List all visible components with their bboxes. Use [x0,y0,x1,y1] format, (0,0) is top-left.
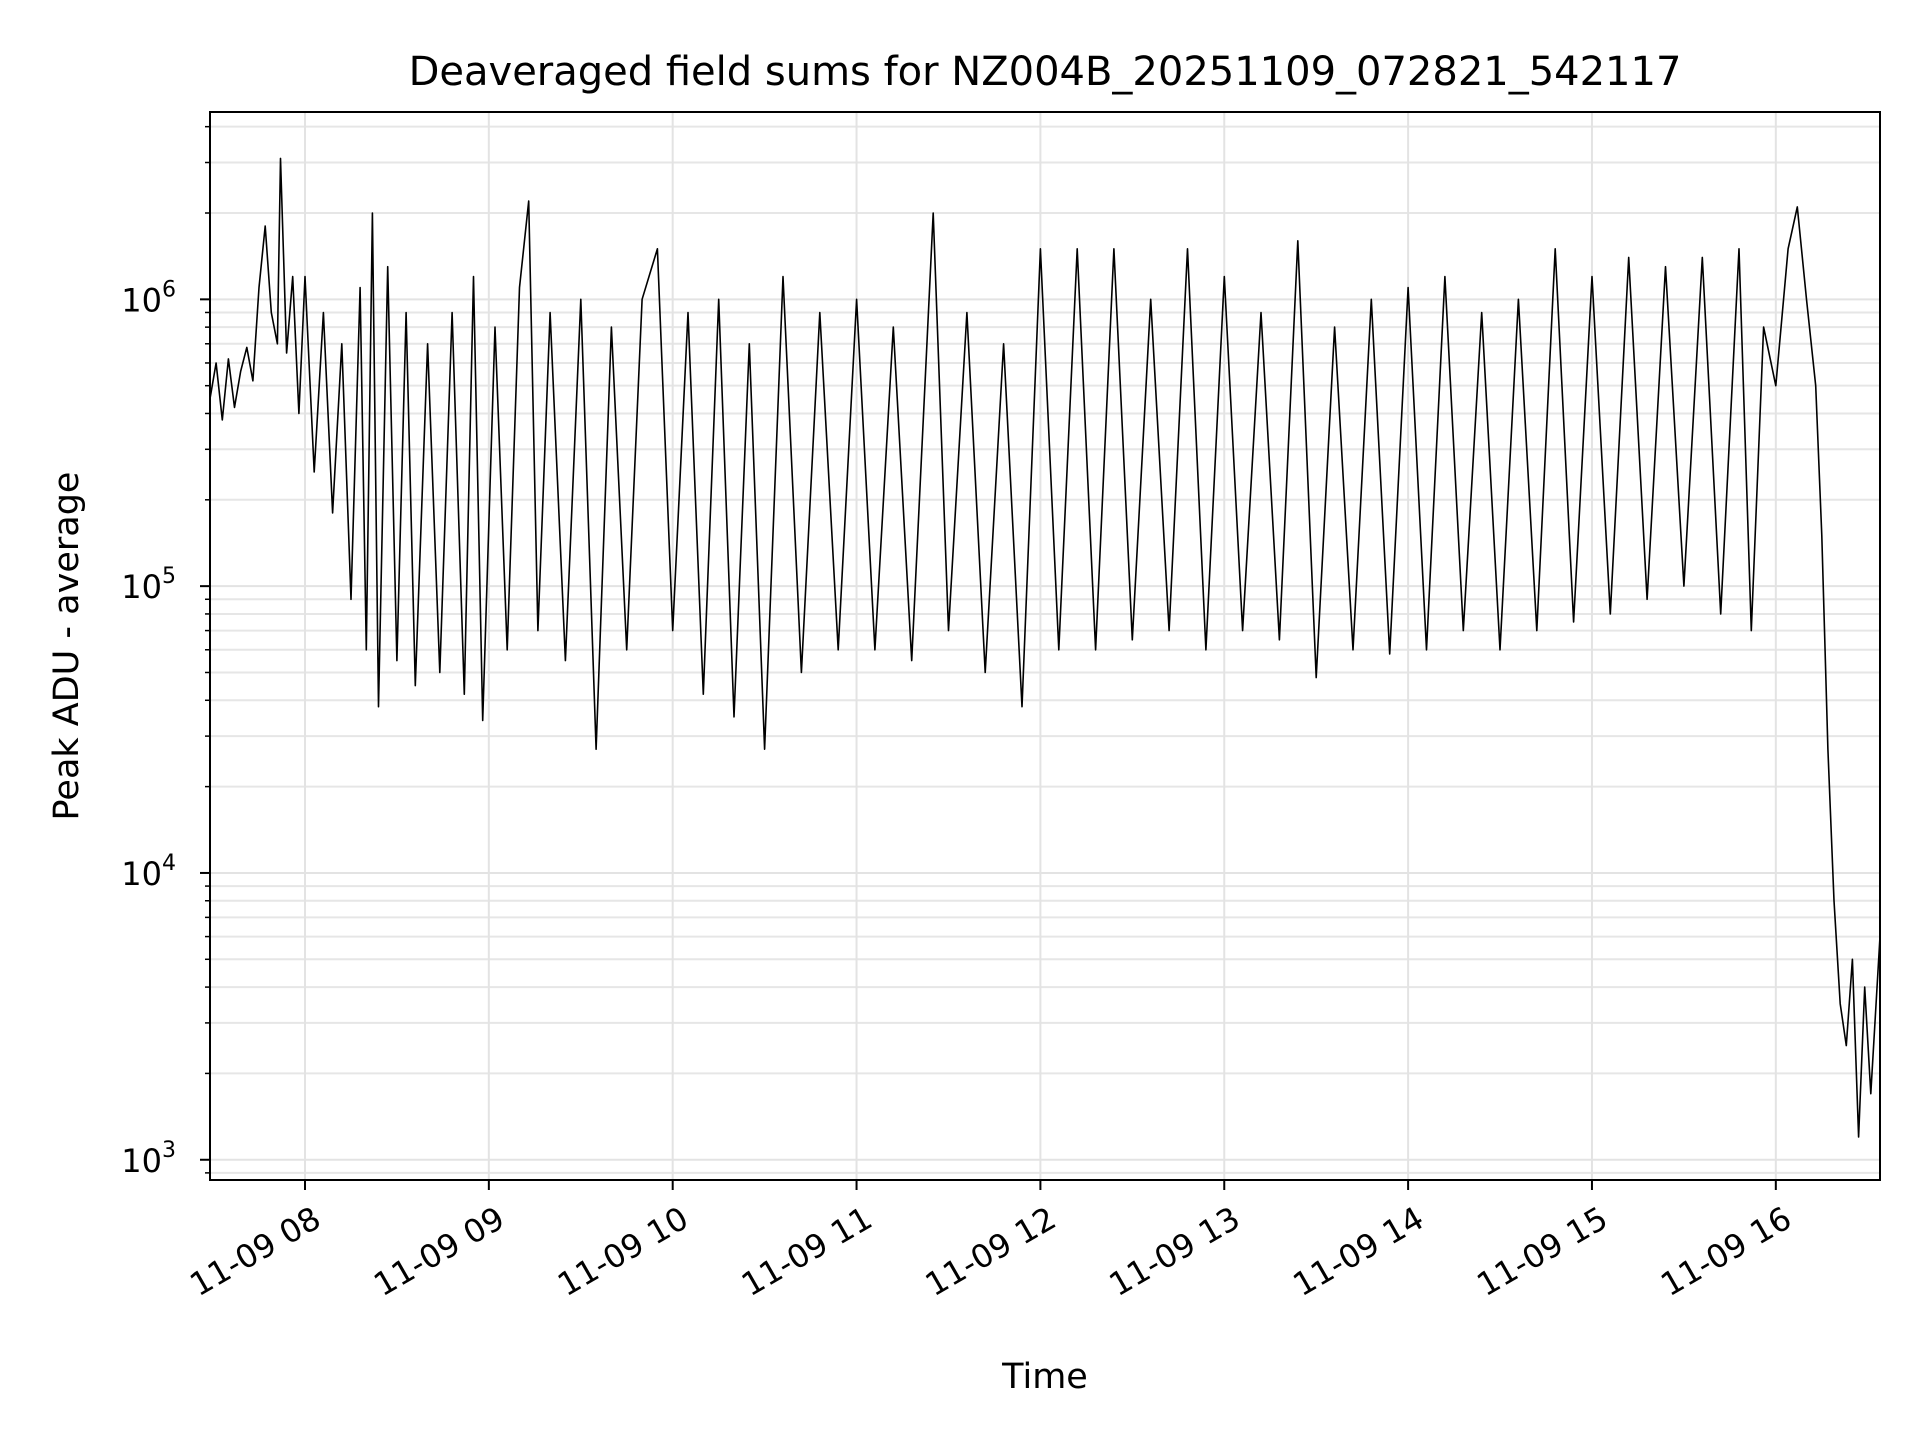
series-line [209,157,1881,1138]
y-tick-label: 106 [121,277,176,319]
y-tick-label: 104 [121,851,176,893]
y-tick-label: 103 [121,1138,176,1180]
y-axis: 103 104 105 106 [121,125,210,1180]
y-tick-label: 105 [121,564,176,606]
chart-title: Deaveraged field sums for NZ004B_2025110… [409,49,1682,95]
series-layer [209,157,1881,1138]
plot-frame [209,111,1881,1181]
x-axis-label: Time [1001,1357,1088,1397]
y-axis-label: Peak ADU - average [47,472,87,821]
